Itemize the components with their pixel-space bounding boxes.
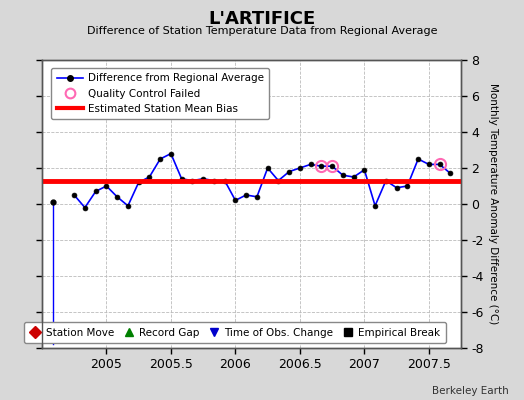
Text: Berkeley Earth: Berkeley Earth — [432, 386, 508, 396]
Text: Difference of Station Temperature Data from Regional Average: Difference of Station Temperature Data f… — [87, 26, 437, 36]
Text: L'ARTIFICE: L'ARTIFICE — [209, 10, 315, 28]
Legend: Station Move, Record Gap, Time of Obs. Change, Empirical Break: Station Move, Record Gap, Time of Obs. C… — [24, 322, 446, 343]
Y-axis label: Monthly Temperature Anomaly Difference (°C): Monthly Temperature Anomaly Difference (… — [488, 83, 498, 325]
